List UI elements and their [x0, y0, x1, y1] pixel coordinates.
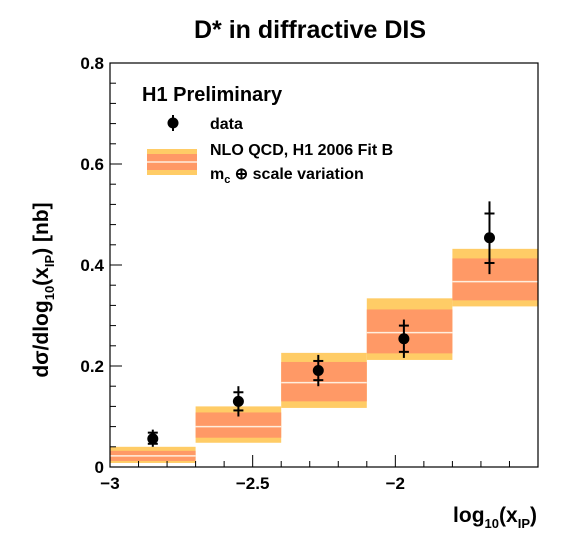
- band-inner-4: [366, 309, 453, 354]
- x-tick-label: −2.5: [236, 474, 270, 493]
- data-marker: [147, 433, 159, 445]
- y-tick-label: 0.4: [80, 256, 104, 275]
- data-point-4: [398, 319, 410, 358]
- legend-data-label: data: [210, 116, 243, 133]
- y-tick-label: 0.2: [80, 357, 104, 376]
- band-inner-3: [281, 361, 367, 402]
- data-marker: [312, 365, 324, 377]
- legend-band-variation: mc ⊕ scale variation: [210, 166, 364, 186]
- legend: H1 Preliminary data NLO QCD, H1 2006 Fit…: [142, 84, 393, 186]
- data-marker: [483, 232, 495, 244]
- data-point-5: [483, 201, 495, 275]
- chart-title: D* in diffractive DIS: [194, 16, 426, 44]
- data-marker: [232, 395, 244, 407]
- y-tick-label: 0: [95, 458, 104, 477]
- y-tick-label: 0.8: [80, 54, 104, 73]
- axes-group: −3 −2.5 −2 0 0.2 0.4 0.6 0.8: [80, 54, 539, 493]
- y-tick-label: 0.6: [80, 155, 104, 174]
- x-tick-label: −3: [100, 474, 119, 493]
- x-axis-label: log10(xIP): [453, 504, 537, 531]
- data-point-2: [232, 386, 244, 417]
- data-point-3: [312, 354, 324, 387]
- legend-band-swatch: [147, 149, 197, 175]
- band-inner-5: [452, 258, 538, 301]
- band-inner-2: [195, 412, 282, 438]
- legend-band-label: NLO QCD, H1 2006 Fit B: [210, 142, 393, 159]
- data-points-group: [147, 201, 495, 447]
- x-tick-label: −2: [386, 474, 405, 493]
- nlo-band-group: [110, 248, 538, 463]
- y-axis-label: dσ/dlog10(xIP) [nb]: [30, 202, 57, 377]
- legend-data-marker: [167, 115, 179, 131]
- data-marker: [398, 333, 410, 345]
- legend-header: H1 Preliminary: [142, 84, 283, 106]
- data-point-1: [147, 429, 159, 447]
